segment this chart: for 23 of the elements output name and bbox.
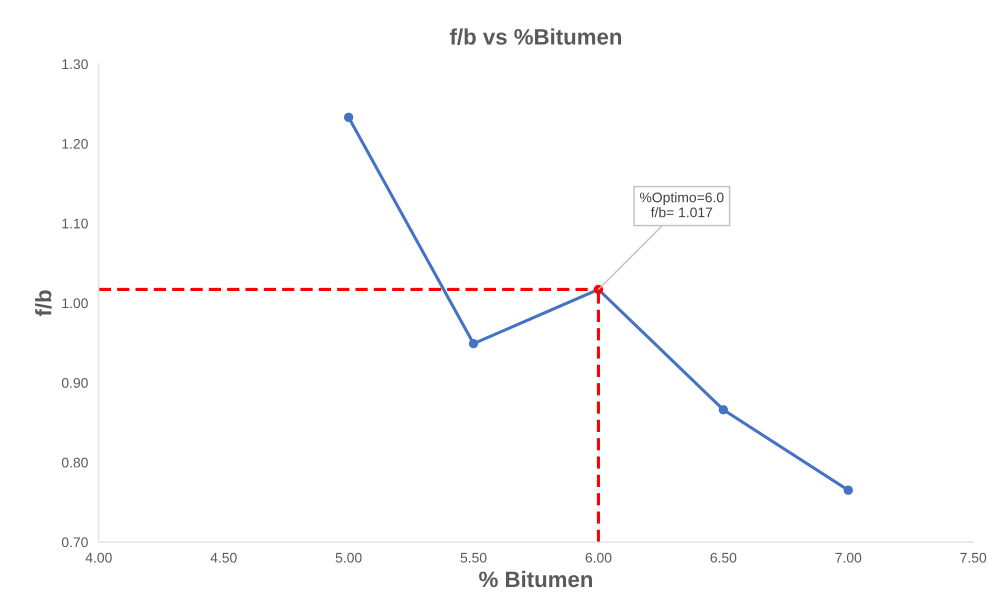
x-tick-label: 5.50 [460, 552, 487, 563]
x-axis-title: % Bitumen [479, 570, 592, 588]
y-tick-label: 1.00 [62, 298, 88, 308]
x-tick-label: 7.50 [960, 552, 986, 563]
y-tick-label: 1.10 [62, 218, 88, 228]
x-tick-label: 6.50 [710, 552, 736, 563]
point [344, 112, 354, 122]
chart-title: f/b vs %Bitumen [450, 28, 622, 45]
y-tick-label: 0.80 [62, 458, 88, 468]
y-tick-label: 0.70 [62, 537, 88, 548]
y-tick-label: 1.20 [62, 138, 88, 149]
y-tick-label: 0.90 [62, 378, 88, 388]
y-tick-label: 1.30 [62, 59, 88, 70]
point [844, 486, 853, 495]
x-tick-label: 4.00 [86, 552, 112, 563]
annotation: %Optimo=6.0 f/b= 1.017 [640, 192, 724, 218]
x-tick-label: 7.00 [835, 552, 862, 563]
x-tick-label: 5.00 [336, 552, 362, 563]
x-tick-label: 6.00 [586, 552, 612, 563]
x-tick-label: 4.50 [210, 552, 237, 563]
y-axis-title: f/b [35, 290, 52, 316]
point [468, 338, 478, 348]
point [718, 405, 728, 414]
